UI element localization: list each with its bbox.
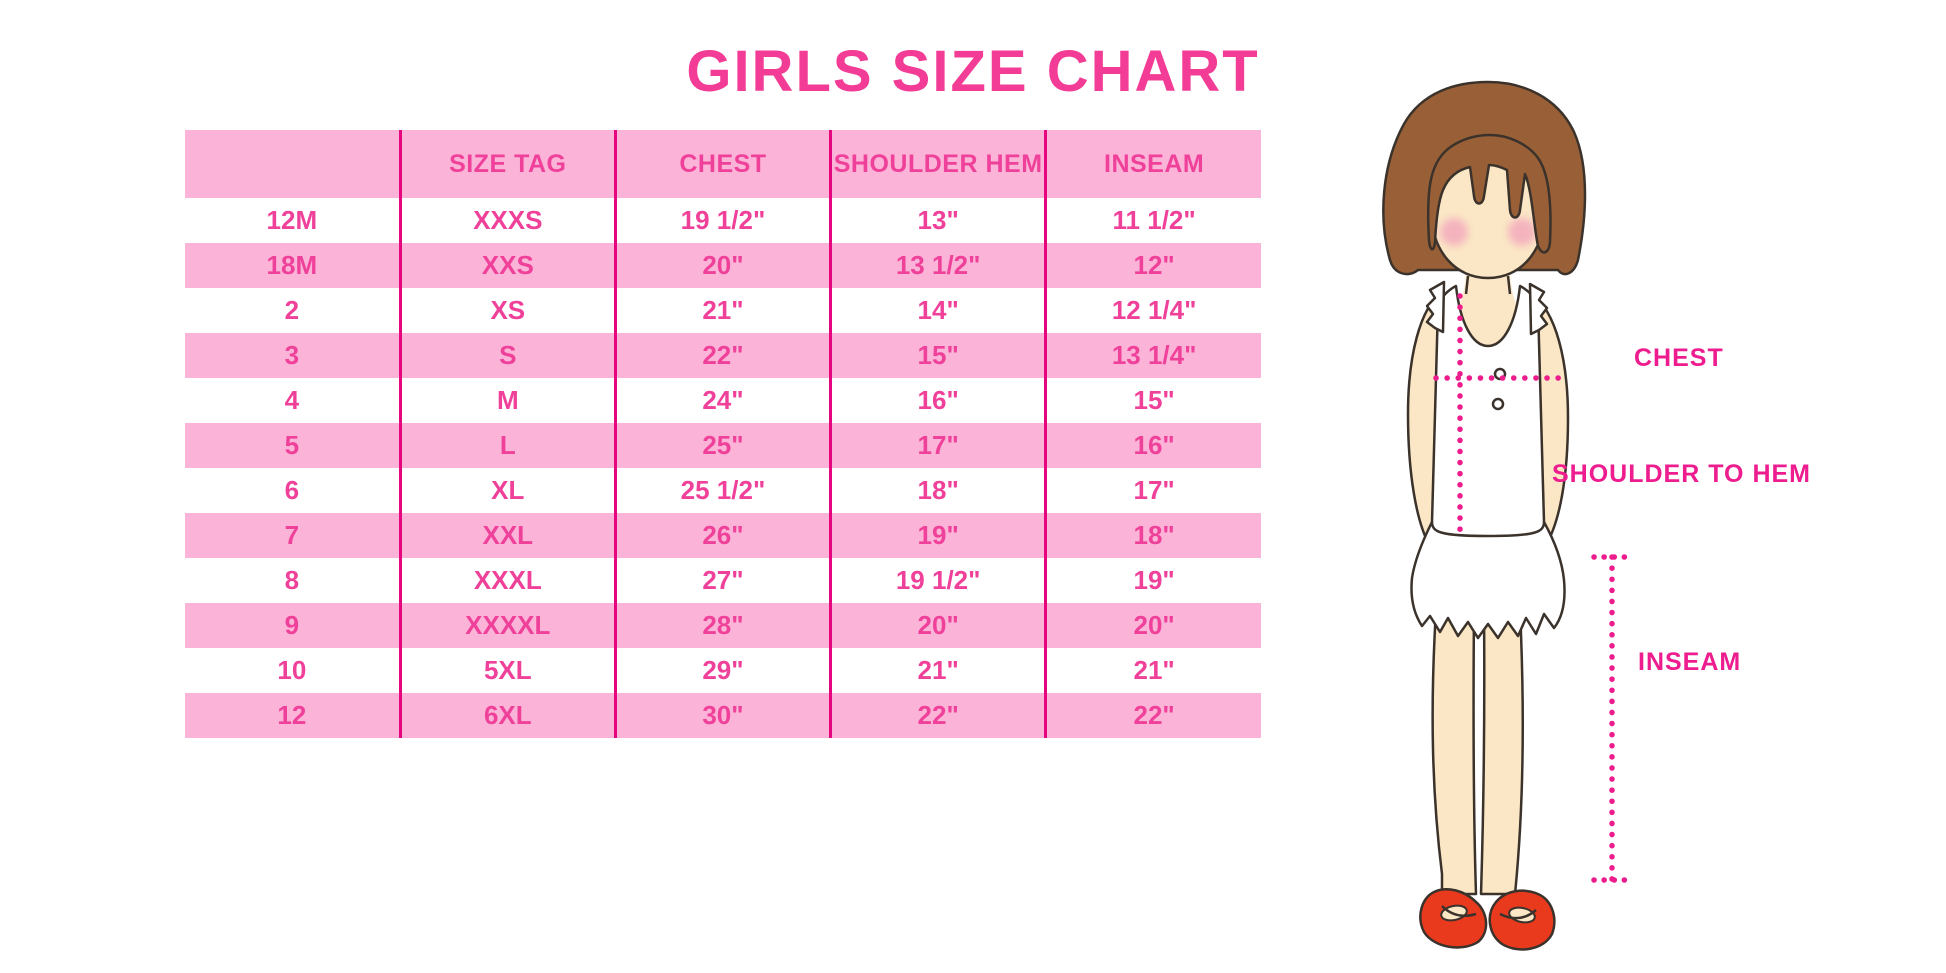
table-row: 8 XXXL 27" 19 1/2" 19": [185, 558, 1261, 603]
red-shoes-icon: [1419, 888, 1556, 951]
table-cell: 13 1/4": [1044, 333, 1261, 378]
table-cell: 25": [613, 423, 831, 468]
table-row: 2 XS 21" 14" 12 1/4": [185, 288, 1261, 333]
table-row: 12 6XL 30" 22" 22": [185, 693, 1261, 738]
table-row: 4 M 24" 16" 15": [185, 378, 1261, 423]
table-row: 10 5XL 29" 21" 21": [185, 648, 1261, 693]
table-row: 7 XXL 26" 19" 18": [185, 513, 1261, 558]
table-cell: 18": [829, 468, 1046, 513]
table-row: 6 XL 25 1/2" 18" 17": [185, 468, 1261, 513]
table-cell: XXXL: [398, 558, 616, 603]
table-cell: 28": [613, 603, 831, 648]
table-cell: S: [398, 333, 616, 378]
table-cell: 11 1/2": [1044, 198, 1261, 243]
table-cell: 29": [613, 648, 831, 693]
table-cell: XXXXL: [398, 603, 616, 648]
table-cell: M: [398, 378, 616, 423]
table-cell: 14": [829, 288, 1046, 333]
table-cell: 2: [185, 288, 401, 333]
table-cell: 30": [613, 693, 831, 738]
girl-illustration: [1330, 70, 1800, 970]
table-cell: 5: [185, 423, 401, 468]
table-cell: 22": [829, 693, 1046, 738]
table-row: 3 S 22" 15" 13 1/4": [185, 333, 1261, 378]
table-cell: XL: [398, 468, 616, 513]
table-row: 5 L 25" 17" 16": [185, 423, 1261, 468]
table-cell: 12M: [185, 198, 401, 243]
table-cell: 27": [613, 558, 831, 603]
table-row: 12M XXXS 19 1/2" 13" 11 1/2": [185, 198, 1261, 243]
size-table-body: 12M XXXS 19 1/2" 13" 11 1/2" 18M XXS 20" 13 1/2"…: [185, 198, 1261, 738]
table-cell: 19": [1044, 558, 1261, 603]
table-cell: 16": [829, 378, 1046, 423]
table-cell: 22": [613, 333, 831, 378]
table-cell: 12": [1044, 243, 1261, 288]
table-cell: 7: [185, 513, 401, 558]
table-row: 18M XXS 20" 13 1/2" 12": [185, 243, 1261, 288]
table-row: 9 XXXXL 28" 20" 20": [185, 603, 1261, 648]
table-header-cell: SIZE TAG: [398, 130, 616, 198]
table-cell: 18M: [185, 243, 401, 288]
table-cell: 17": [1044, 468, 1261, 513]
table-cell: 20": [829, 603, 1046, 648]
table-cell: 6XL: [398, 693, 616, 738]
table-cell: 20": [613, 243, 831, 288]
table-cell: 5XL: [398, 648, 616, 693]
table-cell: 20": [1044, 603, 1261, 648]
table-cell: 4: [185, 378, 401, 423]
table-cell: 3: [185, 333, 401, 378]
table-cell: 19 1/2": [613, 198, 831, 243]
table-cell: 21": [613, 288, 831, 333]
table-cell: 9: [185, 603, 401, 648]
table-cell: 8: [185, 558, 401, 603]
table-cell: XXL: [398, 513, 616, 558]
table-cell: 24": [613, 378, 831, 423]
table-cell: 10: [185, 648, 401, 693]
table-cell: 17": [829, 423, 1046, 468]
table-cell: 19": [829, 513, 1046, 558]
table-cell: 12: [185, 693, 401, 738]
table-cell: 6: [185, 468, 401, 513]
measurement-guides-icon: [1433, 293, 1631, 883]
table-cell: 16": [1044, 423, 1261, 468]
table-header-cell: [185, 130, 401, 198]
chest-label: CHEST: [1634, 344, 1724, 372]
table-header-cell: INSEAM: [1044, 130, 1261, 198]
table-cell: 22": [1044, 693, 1261, 738]
girl-head-icon: [1382, 80, 1587, 295]
table-cell: 25 1/2": [613, 468, 831, 513]
size-table: SIZE TAG CHEST SHOULDER HEM INSEAM 12M XXXS 1…: [185, 130, 1261, 738]
shoulder-to-hem-label: SHOULDER TO HEM: [1552, 460, 1811, 488]
table-cell: XS: [398, 288, 616, 333]
table-cell: 13": [829, 198, 1046, 243]
inseam-label: INSEAM: [1638, 648, 1742, 676]
table-cell: 12 1/4": [1044, 288, 1261, 333]
table-cell: 18": [1044, 513, 1261, 558]
table-cell: L: [398, 423, 616, 468]
table-cell: 15": [1044, 378, 1261, 423]
table-cell: 19 1/2": [829, 558, 1046, 603]
table-cell: 15": [829, 333, 1046, 378]
table-cell: 21": [1044, 648, 1261, 693]
table-header-row: SIZE TAG CHEST SHOULDER HEM INSEAM: [185, 130, 1261, 198]
page-title: GIRLS SIZE CHART: [686, 39, 1260, 104]
table-cell: XXXS: [398, 198, 616, 243]
girl-figure-icon: [1382, 80, 1631, 951]
table-cell: 13 1/2": [829, 243, 1046, 288]
table-cell: XXS: [398, 243, 616, 288]
table-header-cell: SHOULDER HEM: [829, 130, 1046, 198]
table-cell: 21": [829, 648, 1046, 693]
table-header-cell: CHEST: [613, 130, 831, 198]
table-cell: 26": [613, 513, 831, 558]
